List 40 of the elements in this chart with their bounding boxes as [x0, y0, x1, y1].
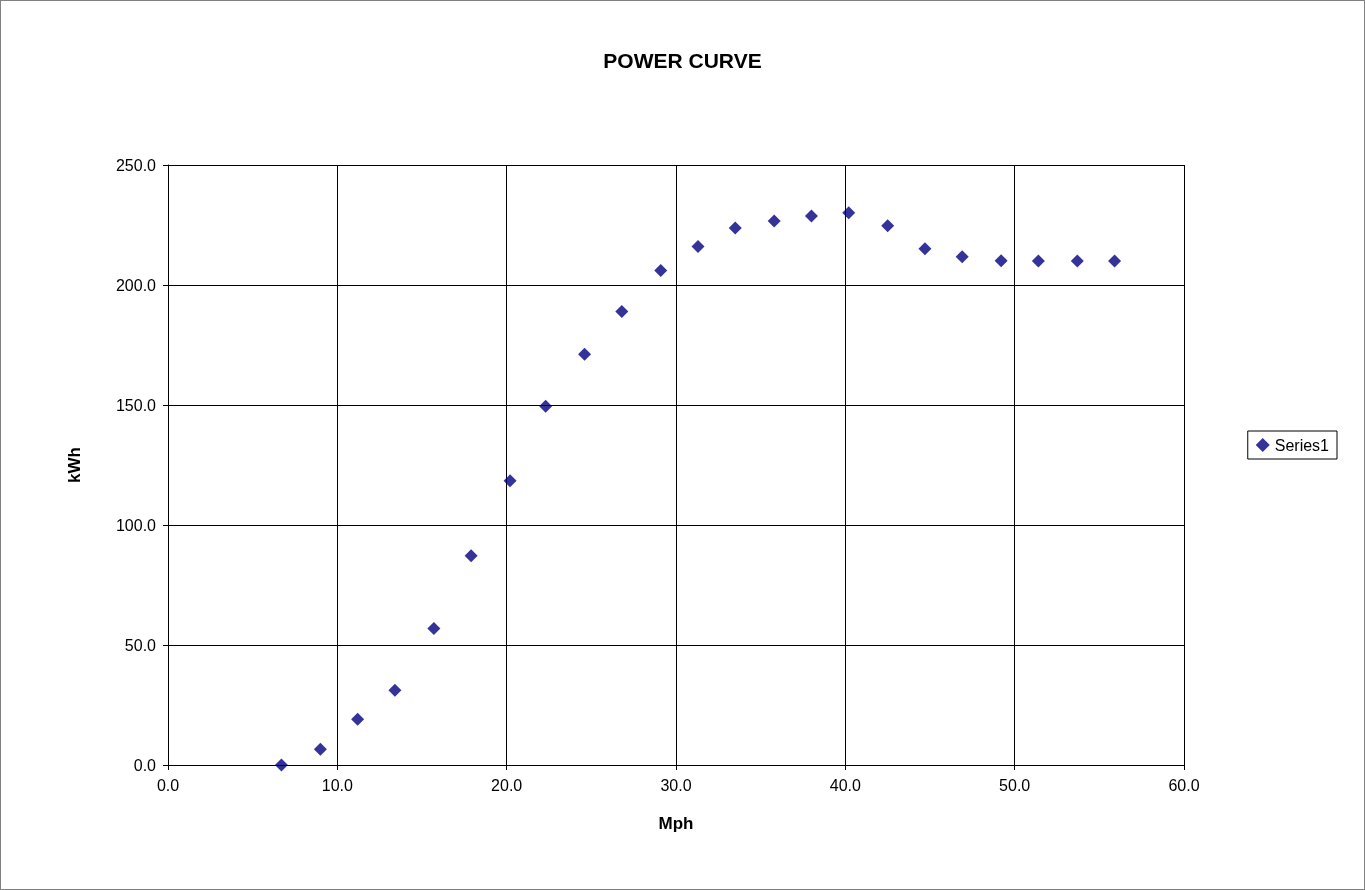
point — [464, 549, 478, 563]
point — [1031, 254, 1045, 268]
point — [881, 219, 895, 233]
y-tick-label: 0.0 — [133, 756, 157, 774]
y-tick-label: 150.0 — [115, 396, 157, 414]
point — [654, 264, 668, 278]
point — [388, 683, 402, 697]
y-axis-title: kWh — [65, 447, 84, 483]
legend-label: Series1 — [1274, 436, 1330, 454]
x-tick-label: 30.0 — [660, 776, 692, 794]
point — [1070, 254, 1084, 268]
point — [994, 254, 1008, 268]
point — [274, 758, 288, 772]
point — [503, 474, 517, 488]
point — [842, 206, 856, 220]
y-tick-label: 250.0 — [115, 156, 157, 174]
point — [1108, 254, 1122, 268]
x-tick-label: 20.0 — [491, 776, 523, 794]
x-tick-label: 0.0 — [156, 776, 180, 794]
point — [691, 240, 705, 254]
point — [578, 347, 592, 361]
y-tick-label: 50.0 — [124, 636, 157, 654]
x-tick-label: 50.0 — [999, 776, 1031, 794]
chart-title: POWER CURVE — [603, 49, 762, 72]
point — [767, 214, 781, 228]
x-tick-label: 60.0 — [1168, 776, 1200, 794]
y-tick-label: 200.0 — [115, 276, 157, 294]
point — [918, 242, 932, 256]
point — [313, 742, 327, 756]
x-tick-label: 10.0 — [321, 776, 354, 794]
point — [955, 250, 969, 264]
x-axis-title: Mph — [658, 814, 694, 833]
point — [351, 712, 365, 726]
point — [539, 399, 553, 413]
y-tick-label: 100.0 — [115, 516, 157, 534]
point — [615, 304, 629, 318]
point — [427, 621, 441, 635]
point — [804, 209, 818, 223]
x-tick-label: 40.0 — [829, 776, 862, 794]
point — [728, 221, 742, 235]
